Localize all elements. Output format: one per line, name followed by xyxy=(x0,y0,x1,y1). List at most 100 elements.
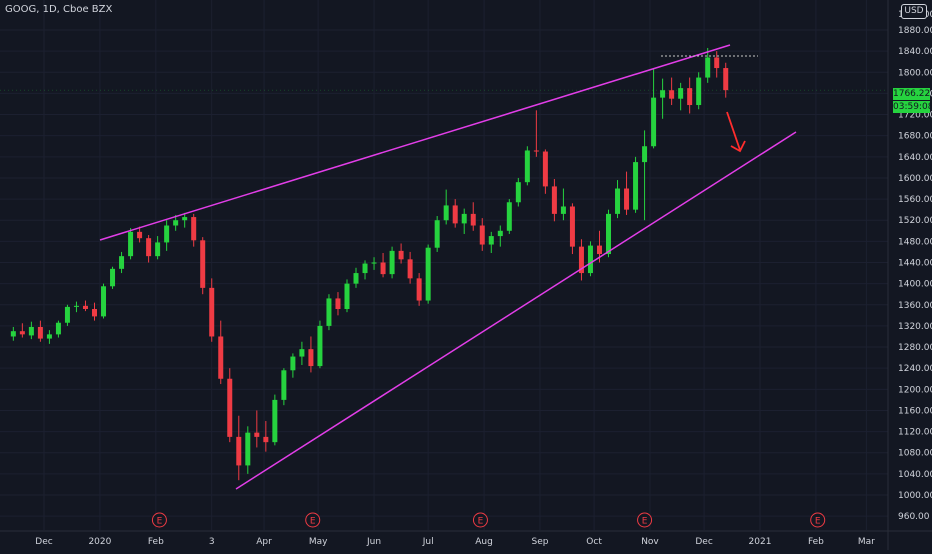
candle xyxy=(615,180,621,219)
candle xyxy=(155,236,161,260)
candle xyxy=(705,47,711,83)
candle-body xyxy=(569,206,575,247)
candle xyxy=(299,341,305,366)
candle xyxy=(308,336,314,373)
candle-body xyxy=(443,205,449,221)
candle xyxy=(137,226,143,243)
candle xyxy=(669,77,675,106)
x-tick-label: Aug xyxy=(475,537,493,547)
upper-trendline[interactable] xyxy=(99,44,731,241)
candle-body xyxy=(524,150,530,183)
candle-body xyxy=(551,186,557,214)
drawing-layer xyxy=(99,44,797,490)
candle xyxy=(542,149,548,194)
y-tick-label: 1480.00 xyxy=(898,237,932,247)
candle-body xyxy=(425,247,431,301)
candle-body xyxy=(146,238,152,257)
candle-body xyxy=(28,326,34,336)
candle-body xyxy=(452,205,458,224)
candle-body xyxy=(587,245,593,274)
candle-body xyxy=(101,286,107,317)
x-tick-label: Mar xyxy=(858,537,875,547)
earnings-circle xyxy=(810,512,826,528)
candle xyxy=(452,199,458,228)
x-tick-label: Nov xyxy=(641,537,659,547)
candle-body xyxy=(254,432,260,437)
earnings-marker[interactable]: E xyxy=(305,512,321,528)
candle xyxy=(209,278,215,342)
countdown-tag: 03:59:08 xyxy=(893,101,932,113)
y-tick-label: 1160.00 xyxy=(898,406,932,416)
x-tick-label: May xyxy=(309,537,328,547)
candle xyxy=(344,279,350,313)
candle-body xyxy=(64,306,70,323)
candle-body xyxy=(317,325,323,367)
y-tick-label: 1040.00 xyxy=(898,470,932,480)
candle xyxy=(515,177,521,207)
candle-body xyxy=(299,349,305,357)
candle xyxy=(173,214,179,231)
candle xyxy=(272,394,278,446)
candle-body xyxy=(245,432,251,466)
candle-layer xyxy=(10,47,729,481)
earnings-circle xyxy=(637,512,653,528)
candle-body xyxy=(110,268,116,287)
candle xyxy=(245,426,251,474)
earnings-marker[interactable]: E xyxy=(151,512,167,528)
candle-body xyxy=(371,262,377,264)
candle xyxy=(578,239,584,281)
current-price-tag: 1766.22 xyxy=(893,88,931,100)
candle-body xyxy=(236,436,242,466)
candle-body xyxy=(164,225,170,243)
candle-body xyxy=(542,151,548,187)
symbol-title: GOOG, 1D, Cboe BZX xyxy=(5,4,113,15)
candle xyxy=(660,78,666,119)
candle xyxy=(723,62,729,98)
currency-button[interactable]: USD xyxy=(901,4,927,19)
candle xyxy=(55,320,61,338)
candle-body xyxy=(596,245,602,255)
candle-body xyxy=(660,90,666,98)
candle-body xyxy=(560,206,566,214)
candle xyxy=(101,283,107,319)
down-arrow[interactable] xyxy=(726,111,746,153)
earnings-marker[interactable]: E xyxy=(472,512,488,528)
y-tick-label: 1640.00 xyxy=(898,153,932,163)
candle xyxy=(281,368,287,406)
candle-body xyxy=(209,287,215,337)
candle xyxy=(551,179,557,222)
y-tick-label: 1280.00 xyxy=(898,343,932,353)
candle-body xyxy=(669,90,675,99)
candle xyxy=(696,72,702,110)
candle xyxy=(389,246,395,279)
earnings-circle xyxy=(305,512,321,528)
earnings-marker[interactable]: E xyxy=(637,512,653,528)
x-tick-label: Jul xyxy=(422,537,434,547)
candle xyxy=(37,320,43,342)
candle-body xyxy=(137,231,143,239)
candle-body xyxy=(434,220,440,248)
candle xyxy=(642,130,648,221)
candle xyxy=(362,260,368,280)
candle-body xyxy=(416,278,422,301)
candle xyxy=(73,301,79,313)
candle-body xyxy=(191,217,197,241)
candle-body xyxy=(344,283,350,309)
candle-body xyxy=(19,331,25,335)
candle xyxy=(82,300,88,312)
x-tick-label: 2020 xyxy=(88,537,111,547)
lower-trendline[interactable] xyxy=(235,131,797,490)
x-tick-label: Dec xyxy=(695,537,712,547)
earnings-marker[interactable]: E xyxy=(810,512,826,528)
candle xyxy=(335,292,341,316)
candle xyxy=(651,68,657,149)
candle xyxy=(46,330,52,344)
candle xyxy=(633,156,639,213)
candle xyxy=(434,216,440,252)
candle-body xyxy=(633,162,639,210)
candle-body xyxy=(128,231,134,257)
candle xyxy=(461,208,467,234)
candle-body xyxy=(119,256,125,269)
